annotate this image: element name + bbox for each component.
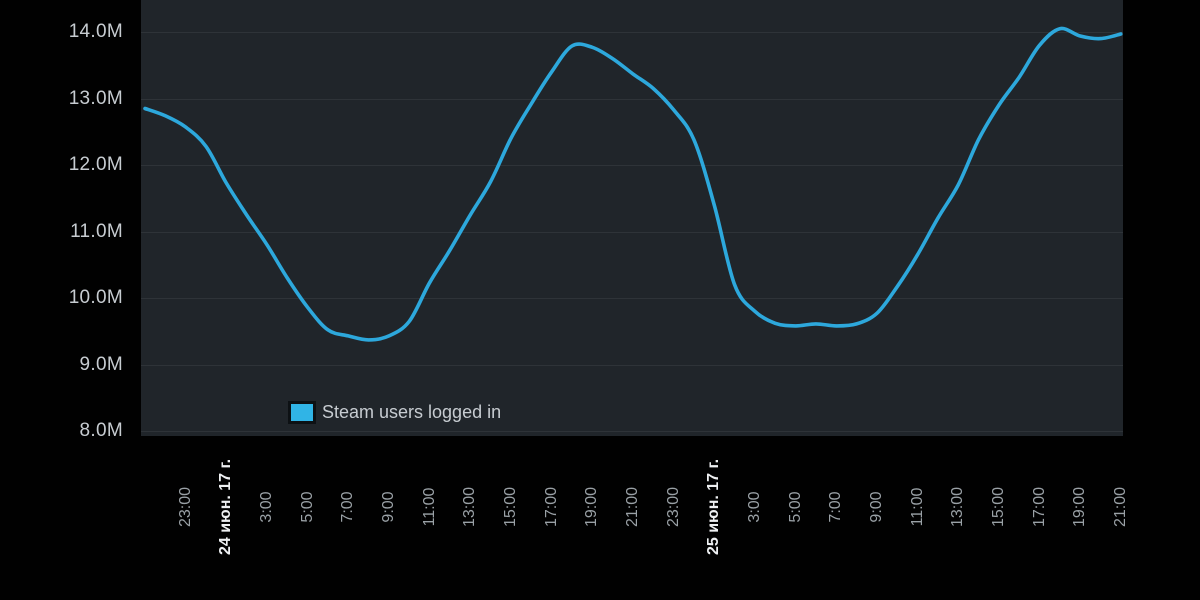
y-axis-tick-label: 12.0M xyxy=(68,154,123,175)
series-line xyxy=(143,26,1123,342)
x-axis: 23:00 24 июн. 17 г. 3:00 5:00 7:00 9:00 11:00 1… xyxy=(176,458,1129,556)
gridline xyxy=(141,298,1123,299)
gridline xyxy=(141,165,1123,166)
y-axis-tick-label: 13.0M xyxy=(68,87,123,109)
y-axis-tick-label: 8.0M xyxy=(79,420,123,441)
y-axis-tick-label: 9.0M xyxy=(79,353,123,375)
series-line-svg xyxy=(143,26,1123,342)
gridline xyxy=(141,231,1123,233)
y-axis-tick-label: 10.0M xyxy=(68,287,123,308)
y-axis: 14.0M 13.0M 12.0M 11.0M 10.0M 9.0M 8.0M xyxy=(0,0,127,600)
legend-swatch-icon xyxy=(288,400,316,424)
legend-label: Steam users logged in xyxy=(322,401,502,422)
gridline xyxy=(141,431,1123,432)
gridline xyxy=(141,32,1123,33)
gridline xyxy=(141,98,1123,100)
plot-area: Steam users logged in xyxy=(141,0,1123,436)
gridline xyxy=(141,364,1123,366)
y-axis-tick-label: 14.0M xyxy=(68,21,123,42)
legend: Steam users logged in xyxy=(288,399,501,425)
y-axis-tick-label: 11.0M xyxy=(70,220,123,242)
